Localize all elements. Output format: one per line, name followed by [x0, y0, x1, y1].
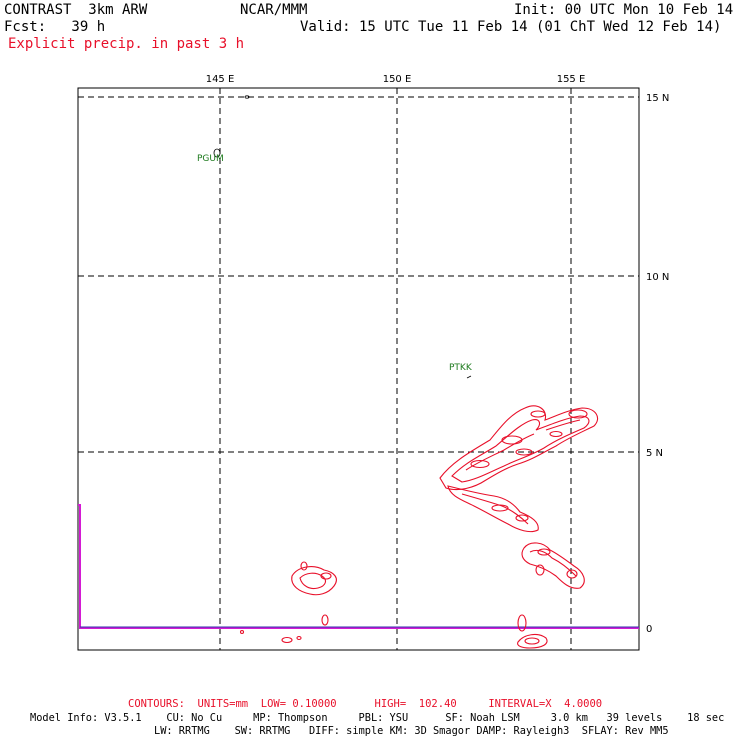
precip-contours	[239, 405, 599, 649]
contour-west-cluster	[291, 566, 337, 596]
center-label: NCAR/MMM	[240, 2, 308, 18]
contour-cell	[566, 569, 578, 579]
contour-cell	[321, 614, 329, 626]
contour-cell	[296, 635, 302, 641]
contour-west-inner	[299, 572, 327, 590]
magenta-boundary-line	[78, 504, 639, 629]
map-frame	[77, 87, 640, 651]
station-ptkk: PTKK	[449, 363, 473, 373]
contour-band-inner	[465, 419, 581, 471]
contour-cell	[515, 448, 533, 456]
contour-cell	[281, 636, 293, 644]
contour-cell	[515, 514, 529, 522]
valid-time: Valid: 15 UTC Tue 11 Feb 14 (01 ChT Wed …	[300, 19, 722, 35]
contour-cell	[568, 409, 588, 419]
contour-band-outer	[439, 405, 599, 491]
model-info-line-1: Model Info: V3.5.1 CU: No Cu MP: Thompso…	[30, 712, 725, 724]
contour-east-cluster	[521, 542, 585, 589]
contour-cell	[524, 637, 540, 645]
init-time: Init: 00 UTC Mon 10 Feb 14	[514, 2, 734, 18]
model-info-line-2: LW: RRTMG SW: RRTMG DIFF: simple KM: 3D …	[154, 725, 669, 737]
lat-label-5n: 5 N	[646, 448, 663, 459]
contour-cell	[470, 459, 490, 469]
station-pgum: PGUM	[197, 154, 224, 164]
contour-cell	[537, 548, 551, 556]
graticule	[78, 88, 639, 650]
field-title: Explicit precip. in past 3 h	[8, 36, 245, 52]
contour-cell	[530, 410, 546, 418]
contour-cell	[320, 572, 332, 580]
lat-label-10n: 10 N	[646, 272, 669, 283]
contour-info: CONTOURS: UNITS=mm LOW= 0.10000 HIGH= 10…	[128, 698, 603, 710]
model-title: CONTRAST 3km ARW	[4, 2, 148, 18]
contour-cell	[239, 629, 245, 635]
forecast-hour: Fcst: 39 h	[4, 19, 106, 35]
chuuk-outline	[466, 375, 472, 379]
lon-label-150e: 150 E	[383, 74, 412, 85]
island-outline	[244, 95, 250, 99]
contour-cell	[517, 614, 527, 632]
contour-cell	[501, 435, 523, 445]
contour-cell	[300, 561, 308, 571]
contour-south-lobe	[447, 485, 539, 533]
contour-cell	[549, 430, 563, 438]
lat-label-15n: 15 N	[646, 93, 669, 104]
lon-label-145e: 145 E	[206, 74, 235, 85]
guam-outline	[213, 148, 221, 158]
contour-cell	[491, 504, 509, 512]
contour-equator-cell	[517, 633, 548, 649]
lat-label-0: 0	[646, 624, 652, 635]
contour-east-inner	[529, 549, 577, 577]
contour-cell	[535, 564, 545, 576]
contour-south-inner	[461, 493, 529, 525]
lon-label-155e: 155 E	[557, 74, 586, 85]
